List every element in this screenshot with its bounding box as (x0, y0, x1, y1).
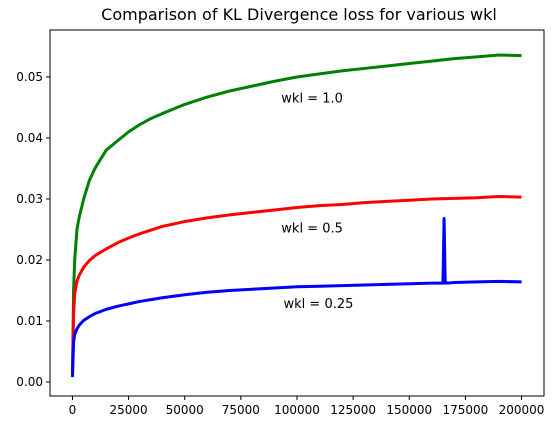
x-tick-label: 50000 (166, 403, 204, 417)
axes-layer: 0 25000 50000 75000 100000 125000 150000 175000… (16, 29, 545, 417)
x-tick-label: 200000 (499, 403, 545, 417)
y-tick-label: 0.02 (16, 253, 43, 267)
x-tick-label: 100000 (274, 403, 320, 417)
x-tick-label: 0 (69, 403, 77, 417)
x-tick-label: 25000 (109, 403, 147, 417)
series-annotation: wkl = 0.25 (284, 297, 354, 312)
series-line-wkl-0-5 (70, 195, 522, 376)
y-tick-label: 0.01 (16, 314, 43, 328)
chart-title: Comparison of KL Divergence loss for var… (101, 5, 497, 24)
x-tick-label: 150000 (386, 403, 432, 417)
annotation-layer: wkl = 1.0 wkl = 0.5 wkl = 0.25 (281, 92, 353, 313)
y-tick-label: 0.05 (16, 70, 43, 84)
series-line-wkl-1-0 (70, 53, 522, 376)
series-annotation: wkl = 1.0 (281, 92, 343, 107)
series-annotation: wkl = 0.5 (281, 222, 343, 237)
y-tick-label: 0.00 (16, 375, 43, 389)
x-tick-label: 125000 (330, 403, 376, 417)
y-tick-label: 0.04 (16, 131, 43, 145)
x-tick-label: 175000 (443, 403, 489, 417)
series-line-wkl-0-25 (70, 216, 522, 378)
x-tick-label: 75000 (222, 403, 260, 417)
series-layer (70, 53, 522, 378)
y-tick-label: 0.03 (16, 192, 43, 206)
